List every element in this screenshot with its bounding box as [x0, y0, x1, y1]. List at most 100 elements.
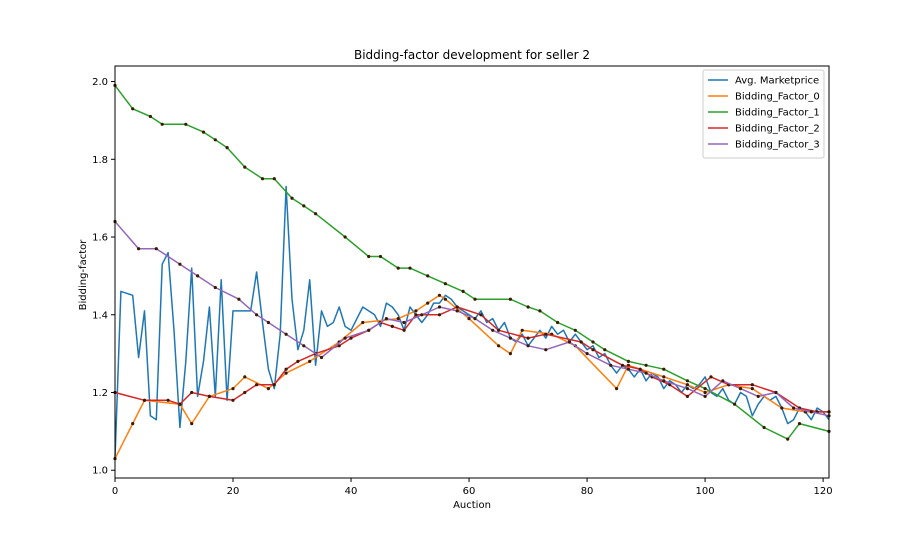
y-tick-label-1: 1.2: [92, 388, 108, 399]
series-2-point-37: [786, 437, 790, 441]
series-1-point-24: [615, 387, 619, 391]
series-3-point-6: [231, 398, 235, 402]
legend-label-4: Bidding_Factor_3: [735, 140, 820, 151]
series-1-point-7: [243, 375, 247, 379]
series-3-point-20: [437, 313, 442, 317]
series-line-1: [114, 294, 829, 459]
series-3-point-7: [243, 390, 247, 395]
series-3-point-26: [579, 340, 583, 344]
series-1-point-20: [508, 352, 512, 356]
series-4-point-17: [437, 305, 442, 309]
series-4-point-21: [508, 336, 512, 340]
series-2-point-21: [461, 289, 465, 293]
series-2-point-31: [644, 363, 648, 367]
chart-title: Bidding-factor development for seller 2: [354, 48, 590, 62]
series-3-point-25: [544, 332, 548, 336]
y-tick-label-2: 1.4: [92, 310, 108, 321]
series-4-point-6: [237, 297, 241, 301]
series-2-point-18: [408, 266, 412, 270]
series-4-point-22: [526, 344, 530, 348]
series-3-point-21: [455, 305, 459, 309]
legend-label-0: Avg. Marketprice: [735, 76, 819, 87]
x-axis-label: Auction: [453, 500, 491, 511]
series-4-point-9: [284, 332, 288, 336]
series-4-point-4: [196, 274, 200, 278]
series-2-point-13: [314, 212, 318, 216]
legend-label-1: Bidding_Factor_0: [735, 92, 820, 103]
series-1-point-18: [467, 317, 471, 321]
series-1-point-4: [190, 422, 194, 426]
series-1-point-10: [308, 359, 312, 363]
series-2-point-16: [378, 254, 383, 259]
series-2-point-4: [184, 122, 188, 126]
series-4-point-31: [703, 394, 707, 398]
x-tick-label-0: 0: [112, 486, 118, 497]
x-tick-label-5: 100: [696, 486, 715, 497]
series-2-point-22: [473, 297, 477, 301]
series-line-3: [114, 306, 829, 413]
plot-frame: [114, 65, 830, 479]
series-2-point-8: [243, 165, 247, 169]
y-tick-label-5: 2.0: [92, 77, 108, 88]
series-2-point-34: [703, 387, 707, 391]
series-2-point-11: [290, 196, 294, 200]
series-3-point-8: [255, 383, 259, 387]
series-1-point-6: [231, 387, 235, 391]
series-4: [113, 219, 831, 418]
series-3-point-32: [685, 394, 690, 398]
series-2-point-12: [302, 204, 306, 208]
series-2-point-9: [260, 177, 265, 181]
series-1-point-8: [266, 387, 270, 391]
series-2-point-3: [160, 122, 164, 126]
series-2-point-1: [131, 107, 135, 111]
series-4-point-3: [178, 262, 182, 266]
series-1-point-19: [497, 344, 501, 348]
series-4-point-29: [662, 379, 666, 383]
series-1-point-1: [131, 422, 135, 426]
legend-label-3: Bidding_Factor_2: [735, 124, 820, 135]
series-4-point-12: [343, 336, 347, 340]
series-3-point-2: [166, 398, 170, 402]
series-4-point-37: [809, 410, 813, 414]
x-tick-label-1: 20: [227, 486, 240, 497]
legend-box: [702, 69, 825, 159]
series-3-point-24: [526, 336, 530, 340]
series-4-point-10: [302, 344, 306, 348]
series-2-point-29: [603, 348, 607, 352]
series-4-point-8: [266, 320, 270, 325]
series-1-point-31: [780, 406, 784, 410]
series-3-point-22: [479, 313, 483, 317]
series-3-point-33: [709, 375, 713, 379]
series-4-point-28: [644, 371, 648, 375]
series-0: [114, 185, 830, 459]
series-4-point-26: [609, 363, 613, 367]
series-3-point-5: [207, 394, 211, 398]
series-line-2: [114, 84, 830, 440]
series-1-point-26: [662, 375, 666, 379]
series-3-point-17: [390, 324, 394, 328]
series-3-point-28: [620, 363, 625, 367]
series-1-point-17: [443, 297, 447, 301]
series-2-point-14: [343, 235, 347, 239]
series-4-point-32: [721, 379, 725, 383]
series-4-point-27: [626, 367, 631, 371]
series-4-point-5: [213, 285, 217, 290]
series-2-point-27: [573, 328, 577, 332]
series-3-point-18: [402, 328, 406, 332]
x-tick-label-2: 40: [345, 486, 358, 497]
series-2-point-5: [201, 130, 206, 134]
series-2-point-17: [396, 266, 400, 270]
series-1-point-14: [414, 309, 418, 313]
series-2-point-33: [685, 379, 690, 383]
series-4-point-30: [685, 387, 690, 391]
series-2-point-7: [225, 146, 229, 150]
series-layer: [113, 83, 831, 461]
series-1-point-16: [437, 293, 442, 297]
series-2-point-26: [556, 320, 560, 325]
series-2-point-36: [762, 425, 766, 430]
series-4-point-19: [473, 317, 477, 321]
series-2-point-15: [367, 254, 371, 259]
series-4-point-24: [567, 340, 572, 344]
x-tick-label-3: 60: [463, 486, 476, 497]
